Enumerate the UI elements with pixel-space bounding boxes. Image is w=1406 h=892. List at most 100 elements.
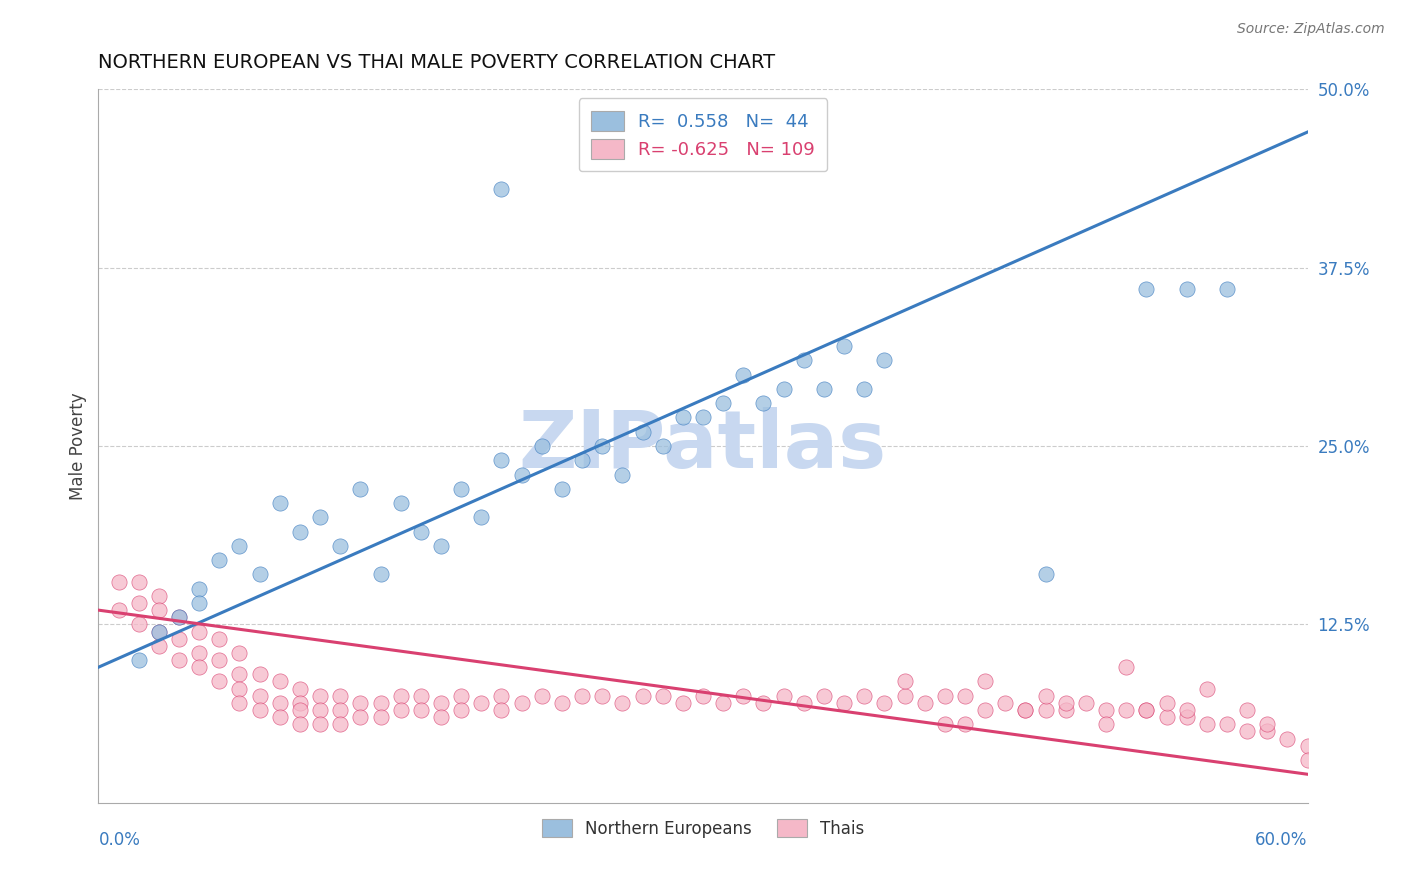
Point [733,689,755,703]
Point [309,717,332,731]
Point [813,689,835,703]
Point [269,674,291,689]
Point [409,689,432,703]
Point [1256,724,1278,739]
Point [208,653,231,667]
Point [450,482,472,496]
Legend: Northern Europeans, Thais: Northern Europeans, Thais [536,813,870,845]
Point [128,653,150,667]
Point [1054,703,1077,717]
Point [491,703,513,717]
Point [631,689,654,703]
Point [813,382,835,396]
Point [349,710,371,724]
Point [167,632,190,646]
Point [612,696,634,710]
Point [249,567,271,582]
Point [591,689,613,703]
Point [269,496,291,510]
Point [752,396,775,410]
Point [128,596,150,610]
Point [491,182,513,196]
Point [1195,717,1218,731]
Point [1156,696,1178,710]
Point [288,717,311,731]
Point [148,603,170,617]
Point [994,696,1017,710]
Y-axis label: Male Poverty: Male Poverty [69,392,87,500]
Point [208,674,231,689]
Point [672,410,695,425]
Text: ZIPatlas: ZIPatlas [519,407,887,485]
Point [1175,710,1198,724]
Point [491,689,513,703]
Point [551,482,574,496]
Point [1054,696,1077,710]
Point [873,696,896,710]
Point [470,510,492,524]
Point [1256,717,1278,731]
Point [389,496,412,510]
Point [370,696,392,710]
Point [148,589,170,603]
Point [530,439,553,453]
Point [1195,681,1218,696]
Point [491,453,513,467]
Point [128,574,150,589]
Point [370,710,392,724]
Point [288,703,311,717]
Point [269,710,291,724]
Point [651,439,673,453]
Point [167,610,190,624]
Point [1095,703,1118,717]
Point [832,696,855,710]
Point [450,689,472,703]
Point [370,567,392,582]
Point [1296,739,1319,753]
Point [1135,282,1157,296]
Point [148,639,170,653]
Point [893,674,915,689]
Point [288,681,311,696]
Point [571,453,593,467]
Point [510,696,533,710]
Point [409,703,432,717]
Point [228,646,250,660]
Point [772,689,794,703]
Point [269,696,291,710]
Point [793,696,815,710]
Point [309,510,332,524]
Point [188,646,211,660]
Point [188,624,211,639]
Point [1135,703,1157,717]
Point [1035,703,1057,717]
Point [188,582,211,596]
Point [1175,282,1198,296]
Point [228,696,250,710]
Point [188,660,211,674]
Point [188,596,211,610]
Point [329,539,352,553]
Point [914,696,936,710]
Point [591,439,613,453]
Point [329,717,352,731]
Point [208,553,231,567]
Point [1035,689,1057,703]
Point [1014,703,1036,717]
Text: Source: ZipAtlas.com: Source: ZipAtlas.com [1237,22,1385,37]
Point [672,696,695,710]
Point [1135,703,1157,717]
Text: NORTHERN EUROPEAN VS THAI MALE POVERTY CORRELATION CHART: NORTHERN EUROPEAN VS THAI MALE POVERTY C… [98,54,776,72]
Point [128,617,150,632]
Point [349,482,371,496]
Point [249,703,271,717]
Point [1296,753,1319,767]
Point [409,524,432,539]
Text: 0.0%: 0.0% [98,831,141,849]
Point [772,382,794,396]
Point [249,667,271,681]
Point [1216,282,1239,296]
Point [107,603,129,617]
Point [208,632,231,646]
Point [692,689,714,703]
